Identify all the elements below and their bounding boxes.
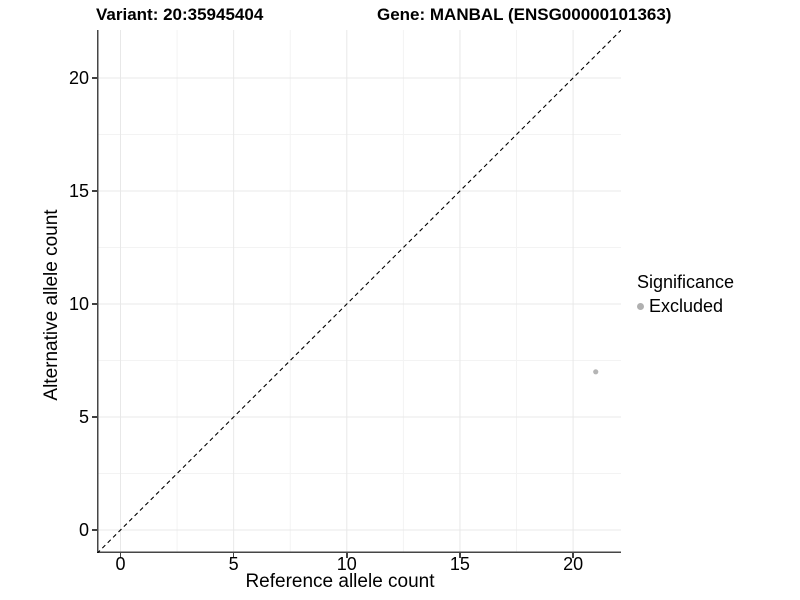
- x-tick-mark: [572, 553, 574, 558]
- legend-item-label: Excluded: [649, 296, 724, 316]
- y-tick-label: 0: [78, 520, 89, 540]
- legend-item-excluded: Excluded: [637, 295, 734, 317]
- x-tick-label: 20: [563, 554, 584, 574]
- y-tick-mark: [91, 416, 97, 418]
- x-tick-mark: [346, 553, 348, 558]
- x-tick-label: 5: [228, 554, 239, 574]
- legend: Significance Excluded: [637, 271, 734, 317]
- gene-title: Gene: MANBAL (ENSG00000101363): [377, 5, 672, 24]
- x-tick-label: 10: [336, 554, 357, 574]
- y-tick-label: 15: [68, 181, 89, 201]
- y-tick-label: 10: [68, 294, 89, 314]
- y-tick-mark: [91, 77, 97, 79]
- x-axis-title: Reference allele count: [245, 571, 435, 592]
- legend-title: Significance: [637, 272, 735, 292]
- excluded-point-icon: [637, 302, 644, 310]
- y-tick-mark: [91, 303, 97, 305]
- y-tick-mark: [91, 190, 97, 192]
- y-tick-label: 5: [78, 407, 89, 427]
- x-tick-label: 15: [449, 554, 470, 574]
- y-tick-label: 20: [68, 68, 89, 88]
- variant-title: Variant: 20:35945404: [96, 5, 264, 24]
- identity-line: [97, 30, 621, 553]
- plot-canvas: [97, 30, 621, 553]
- y-tick-mark: [91, 529, 97, 531]
- x-tick-mark: [232, 553, 235, 558]
- data-point-excluded: [593, 369, 599, 375]
- plot-panel: [97, 30, 621, 553]
- x-tick-mark: [459, 553, 461, 558]
- x-tick-mark: [119, 553, 122, 558]
- x-tick-label: 0: [115, 554, 126, 574]
